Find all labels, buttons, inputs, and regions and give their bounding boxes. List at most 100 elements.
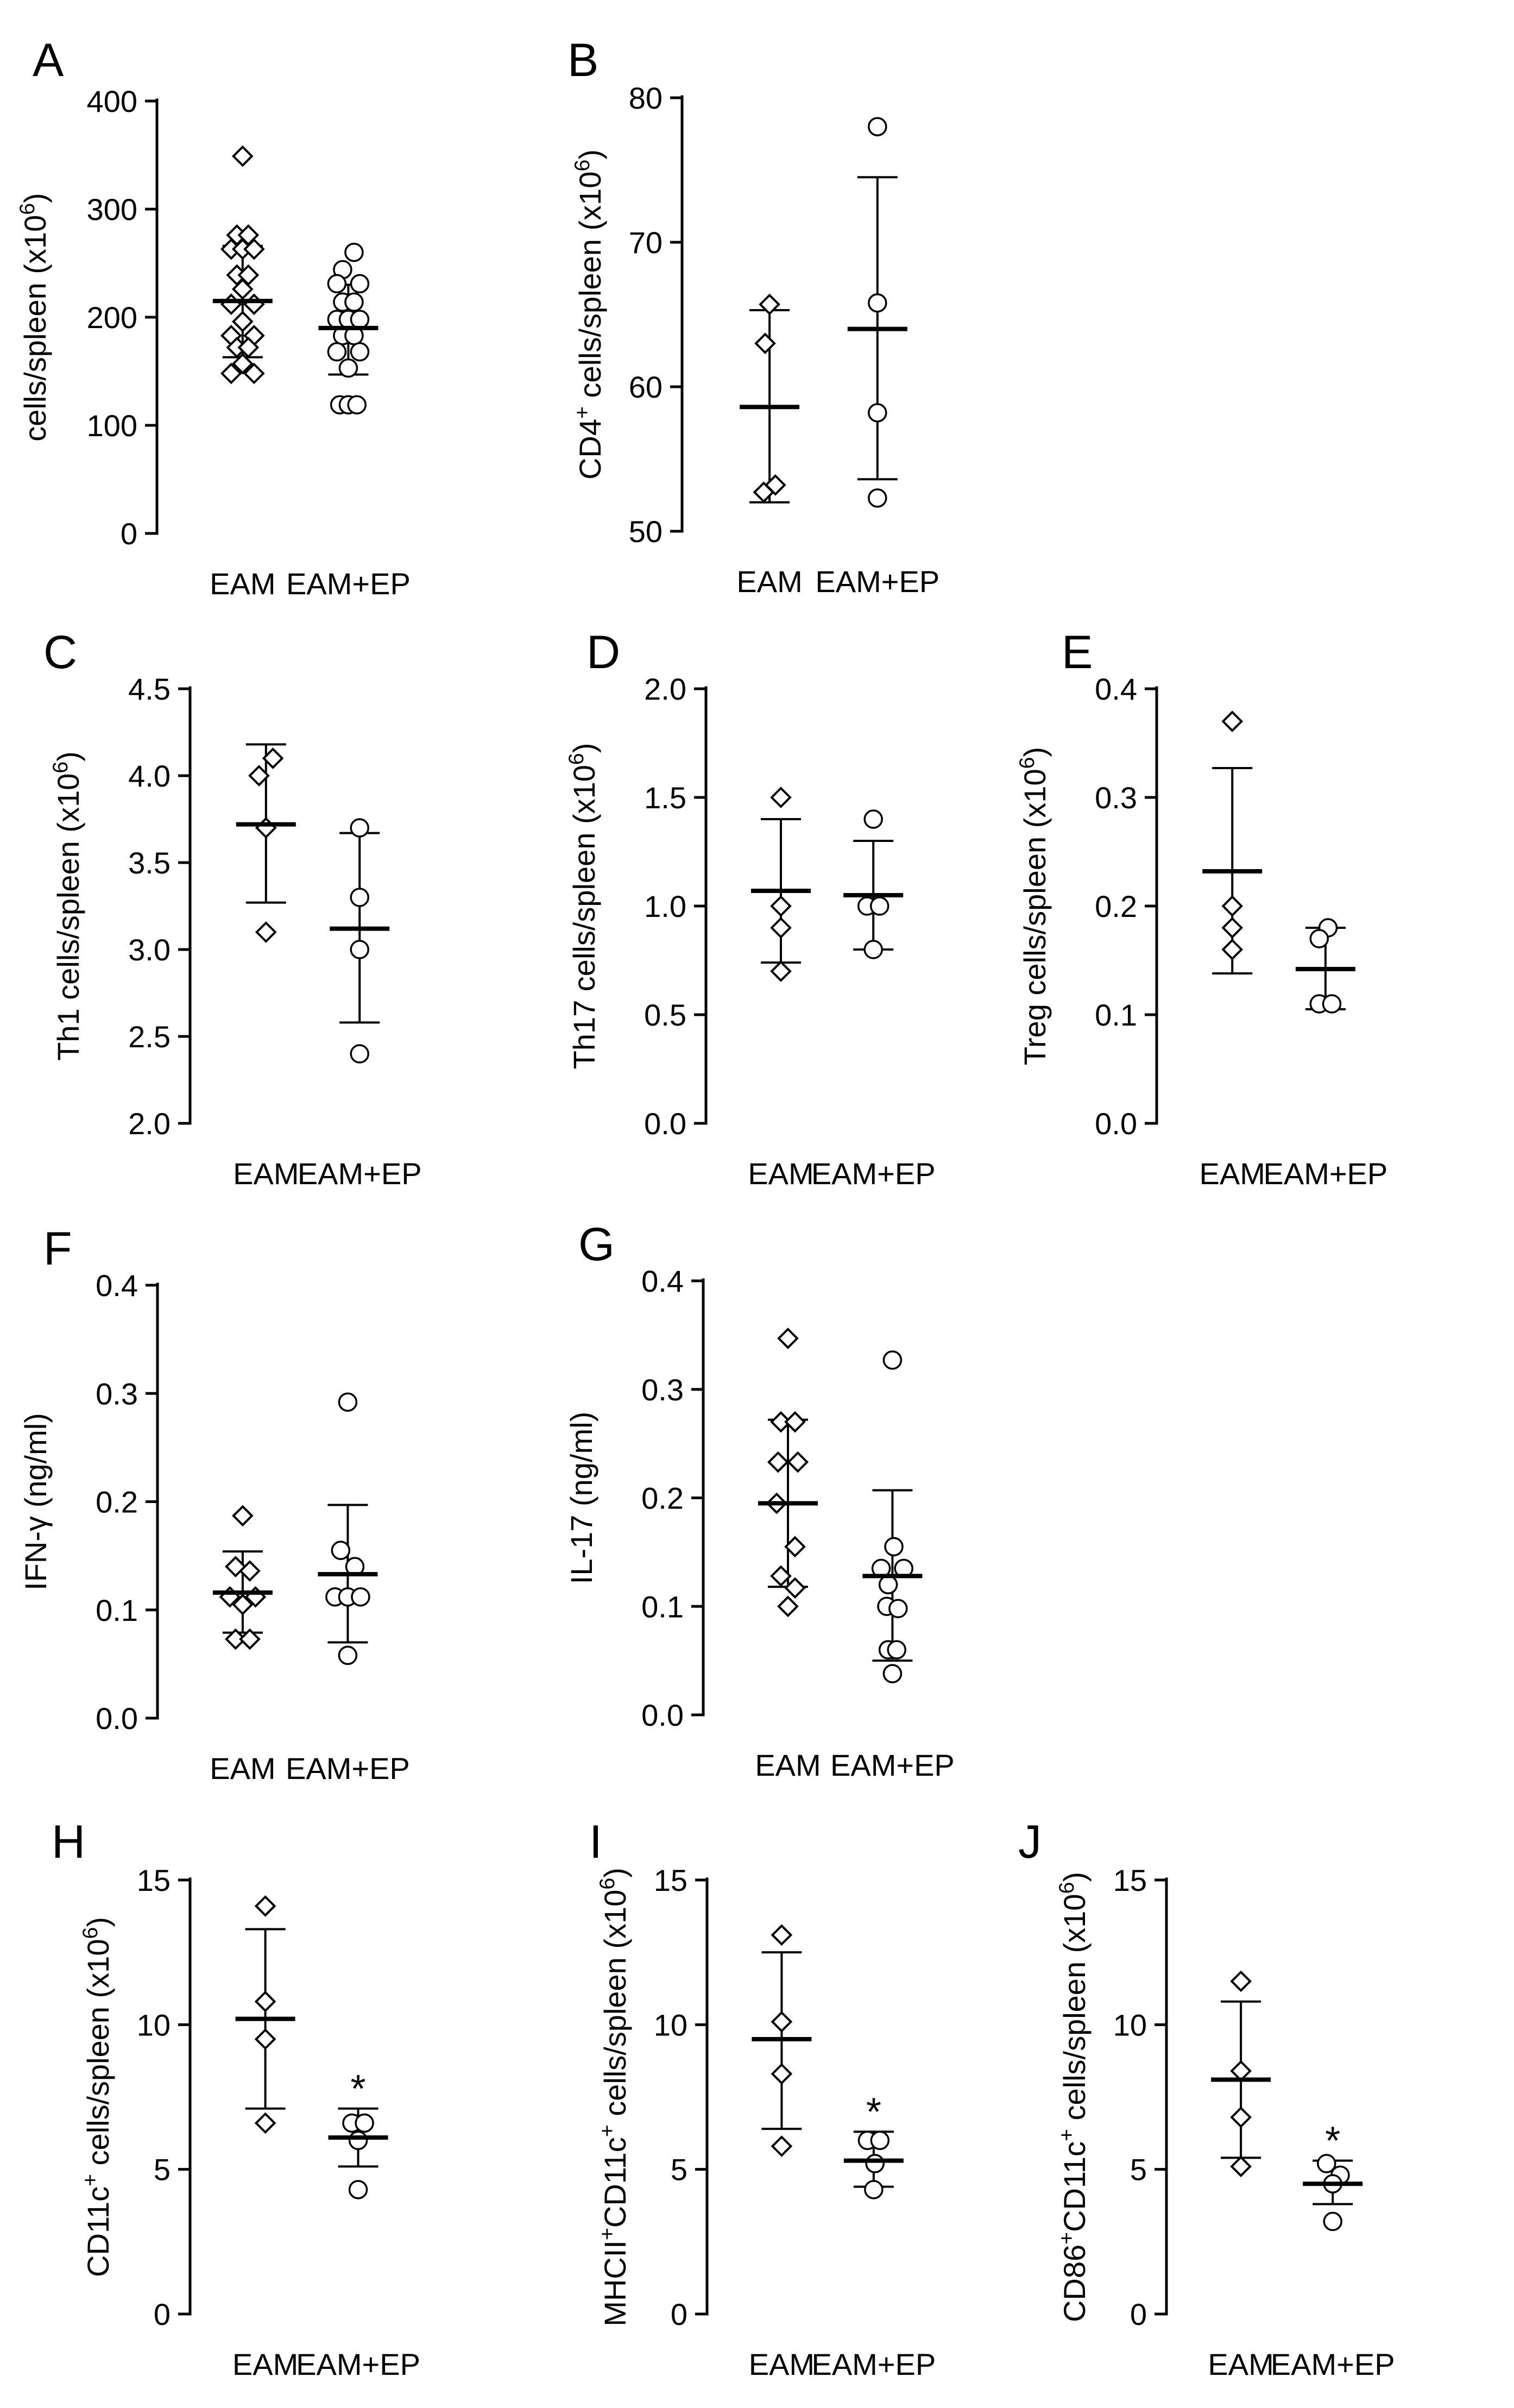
y-tick-label: 2.5	[128, 1020, 171, 1054]
data-point-diamond	[770, 1565, 792, 1587]
data-point-diamond	[1221, 895, 1244, 917]
y-tick-label: 15	[1113, 1863, 1147, 1897]
data-point-circle	[1322, 994, 1342, 1014]
data-point-circle	[863, 940, 883, 959]
y-tick-label: 0.0	[1095, 1106, 1137, 1141]
y-tick-label: 200	[87, 300, 137, 335]
data-point-circle	[347, 395, 367, 414]
data-point-diamond	[1230, 2106, 1252, 2128]
x-category-label: EAM	[1208, 2347, 1273, 2381]
y-axis-title: CD4+ cells/spleen (x106)	[571, 149, 608, 480]
data-point-diamond	[231, 311, 254, 332]
y-tick-label: 80	[629, 81, 663, 115]
panel-h: H 0 5 10 15 CD11c+ cells/spleen (x106) EAMEAM+…	[52, 1816, 420, 2381]
data-point-diamond	[1221, 917, 1244, 939]
data-point-circle	[887, 1640, 906, 1659]
x-category-label: EAM+EP	[815, 564, 939, 599]
data-point-diamond	[754, 332, 776, 355]
data-point-diamond	[784, 1577, 806, 1599]
data-point-diamond	[1230, 2060, 1252, 2082]
y-tick-label: 3.5	[128, 846, 171, 880]
x-category-label: EAM	[736, 564, 802, 599]
y-tick-label: 4.5	[128, 672, 171, 706]
data-point-diamond	[777, 1328, 799, 1349]
data-point-circle	[882, 1664, 903, 1683]
panel-letter: B	[567, 34, 598, 86]
y-axis-title: CD86+CD11c+ cells/spleen (x106)	[1055, 1872, 1092, 2322]
data-point-diamond	[771, 2011, 793, 2033]
data-point-circle	[350, 310, 370, 329]
y-tick-label: 5	[671, 2153, 687, 2187]
data-point-diamond	[254, 1990, 276, 2013]
panel-i: I 0 5 10 15 MHCII+CD11c+ cells/spleen (x106) E…	[589, 1816, 936, 2381]
data-point-diamond	[231, 353, 254, 375]
x-category-label: EAM	[210, 567, 275, 601]
x-category-label: EAM	[748, 1156, 813, 1191]
data-point-circle	[884, 1537, 904, 1557]
data-point-diamond	[262, 747, 284, 769]
panel-letter: F	[43, 1223, 72, 1275]
data-point-diamond	[254, 2028, 276, 2050]
data-point-diamond	[771, 2063, 793, 2085]
data-point-diamond	[770, 895, 792, 917]
data-point-circle	[864, 2180, 884, 2199]
y-tick-label: 0	[671, 2297, 687, 2331]
data-point-diamond	[771, 1924, 793, 1946]
significance-asterisk: *	[1325, 2120, 1340, 2163]
data-point-diamond	[784, 1536, 806, 1558]
x-category-label: EAM+EP	[1263, 1156, 1387, 1191]
data-point-circle	[882, 1350, 903, 1370]
y-tick-label: 1.0	[644, 889, 686, 923]
y-tick-label: 0.0	[96, 1701, 138, 1736]
data-point-circle	[350, 940, 369, 959]
x-category-label: EAM+EP	[296, 2347, 420, 2381]
data-point-circle	[338, 1392, 358, 1412]
data-point-circle	[350, 888, 369, 907]
y-tick-label: 0.2	[96, 1485, 138, 1519]
y-tick-label: 1.5	[644, 781, 686, 815]
x-category-label: EAM+EP	[830, 1748, 955, 1782]
x-category-label: EAM+EP	[286, 567, 411, 601]
y-tick-label: 4.0	[128, 759, 171, 793]
data-point-circle	[1317, 2154, 1336, 2173]
y-tick-label: 0	[121, 517, 137, 551]
data-point-diamond	[770, 1411, 792, 1433]
data-point-diamond	[231, 278, 254, 300]
data-point-circle	[878, 1575, 898, 1595]
x-category-label: EAM	[232, 2347, 298, 2381]
panel-letter: A	[33, 34, 64, 86]
y-tick-label: 2.0	[644, 672, 686, 706]
data-point-circle	[1309, 929, 1329, 948]
y-tick-label: 5	[1130, 2153, 1147, 2187]
y-tick-label: 3.0	[128, 933, 171, 967]
data-point-circle	[348, 2130, 368, 2151]
y-tick-label: 70	[629, 225, 663, 260]
data-point-diamond	[254, 1895, 276, 1917]
data-point-diamond	[787, 1451, 809, 1473]
data-point-diamond	[224, 1628, 247, 1650]
y-tick-label: 0.1	[641, 1589, 684, 1624]
data-point-circle	[350, 1044, 369, 1064]
x-category-label: EAM+EP	[811, 1156, 936, 1191]
data-point-diamond	[232, 1505, 254, 1527]
data-point-diamond	[1230, 1970, 1252, 1992]
x-category-label: EAM+EP	[286, 1751, 410, 1785]
data-point-diamond	[243, 362, 265, 385]
panel-letter: E	[1062, 626, 1093, 678]
panel-f: F 0.0 0.1 0.2 0.3 0.4 IFN-γ (ng/ml) EAM EAM+EP	[18, 1223, 410, 1785]
data-point-circle	[863, 809, 883, 829]
data-point-diamond	[255, 921, 277, 943]
panel-a: A 0 100 200 300 400 cells/spleen (x106) EAM EAM+…	[16, 34, 411, 601]
data-point-circle	[888, 1599, 908, 1618]
panel-letter: J	[1018, 1816, 1042, 1868]
y-tick-label: 10	[1113, 2008, 1147, 2042]
data-point-diamond	[1221, 939, 1244, 960]
y-axis-title: IL-17 (ng/ml)	[564, 1412, 598, 1584]
y-tick-label: 0.3	[96, 1376, 138, 1411]
significance-asterisk: *	[351, 2067, 366, 2111]
data-point-circle	[338, 1645, 358, 1665]
data-point-circle	[868, 488, 887, 508]
data-point-diamond	[1221, 711, 1244, 732]
data-point-circle	[327, 342, 347, 362]
